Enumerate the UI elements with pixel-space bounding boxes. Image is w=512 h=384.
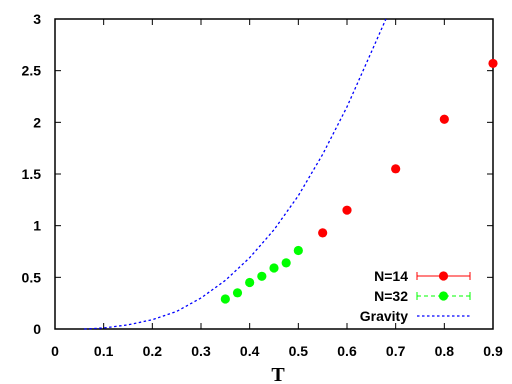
legend-label: N=32	[374, 288, 408, 304]
y-tick-label: 2.5	[22, 63, 42, 79]
data-point-n-32	[293, 245, 303, 256]
x-tick-label: 0.6	[337, 343, 357, 359]
y-axis: 0 0.5 1 1.5 2 2.5 3	[22, 11, 493, 337]
data-point-n-14	[342, 205, 352, 215]
x-tick-label: 0.7	[386, 343, 406, 359]
data-point-n-32	[257, 271, 267, 281]
x-tick-label: 0.1	[94, 343, 114, 359]
x-tick-label: 0.9	[483, 343, 503, 359]
data-points-layer	[220, 58, 498, 304]
data-point-n-32	[269, 263, 279, 273]
data-point-n-32	[220, 294, 230, 304]
legend-marker	[438, 291, 449, 301]
y-tick-label: 2	[33, 114, 41, 130]
x-tick-label: 0.3	[191, 343, 211, 359]
legend-label: N=14	[374, 268, 408, 284]
x-tick-label: 0.2	[143, 343, 163, 359]
x-axis: 0 0.1 0.2 0.3 0.4 0.5 0.6 0.7 0.8 0.9	[51, 19, 503, 359]
plot-area	[54, 18, 494, 330]
data-point-n-32	[281, 258, 291, 268]
legend: N=14 N=32 Gravity	[360, 268, 471, 324]
x-tick-label: 0	[51, 343, 59, 359]
legend-label: Gravity	[360, 308, 408, 324]
y-tick-label: 1.5	[22, 166, 42, 182]
y-tick-label: 1	[33, 218, 41, 234]
y-tick-label: 3	[33, 11, 41, 27]
data-point-n-14	[439, 114, 449, 124]
x-tick-label: 0.5	[289, 343, 309, 359]
gravity-curve-layer	[84, 18, 387, 330]
x-tick-label: 0.8	[435, 343, 455, 359]
y-tick-label: 0	[33, 321, 41, 337]
plot-frame	[54, 18, 494, 330]
legend-marker	[438, 271, 449, 281]
x-axis-label: T	[271, 364, 285, 384]
y-tick-label: 0.5	[22, 269, 42, 285]
data-point-n-14	[488, 58, 498, 69]
gravity-curve	[84, 18, 387, 330]
data-point-n-32	[245, 277, 255, 288]
data-point-n-14	[318, 228, 328, 238]
data-point-n-32	[232, 288, 243, 298]
x-tick-label: 0.4	[240, 343, 260, 359]
data-point-n-14	[391, 164, 401, 174]
